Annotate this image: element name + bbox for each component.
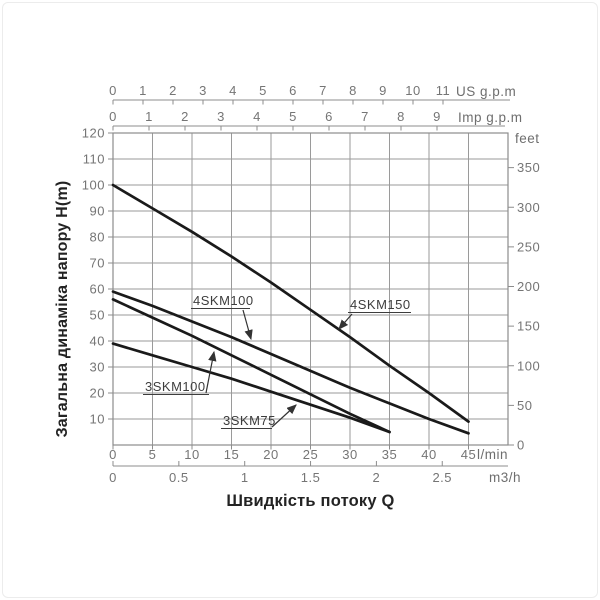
m3h-tick-label: 0 (109, 470, 117, 485)
lmin-tick-label: 30 (342, 447, 357, 462)
head-tick-label: 100 (82, 178, 105, 193)
curve-label-3SKM100: 3SKM100 (145, 379, 206, 394)
lmin-tick-label: 25 (303, 447, 318, 462)
feet-tick-label: 250 (517, 239, 540, 254)
us-gpm-tick-label: 4 (229, 83, 237, 98)
imp-gpm-unit-label: Imp g.p.m (458, 110, 523, 125)
m3h-tick-label: 2.5 (432, 470, 452, 485)
curve-3SKM75 (111, 342, 391, 434)
us-gpm-tick-label: 3 (199, 83, 207, 98)
leader-line-3SKM75 (271, 404, 297, 428)
m3h-tick-label: 2 (373, 470, 381, 485)
curve-label-4SKM100: 4SKM100 (193, 293, 254, 308)
head-tick-label: 90 (90, 204, 105, 219)
feet-tick-label: 200 (517, 279, 540, 294)
feet-tick-label: 100 (517, 358, 540, 373)
curve-3SKM100 (111, 298, 391, 434)
leader-line-4SKM150 (338, 313, 353, 330)
imp-gpm-tick-label: 8 (397, 109, 405, 124)
us-gpm-tick-label: 7 (319, 83, 327, 98)
lmin-tick-label: 45 (461, 447, 476, 462)
lmin-tick-label: 15 (224, 447, 239, 462)
feet-tick-label: 350 (517, 160, 540, 175)
us-gpm-tick-label: 10 (405, 83, 420, 98)
head-tick-label: 50 (90, 308, 105, 323)
curve-4SKM150 (111, 183, 470, 423)
x-axis-title: Швидкість потоку Q (226, 492, 395, 510)
imp-gpm-tick-label: 2 (181, 109, 189, 124)
lmin-tick-label: 0 (109, 447, 117, 462)
us-gpm-tick-label: 11 (436, 83, 451, 98)
head-tick-label: 60 (90, 282, 105, 297)
feet-tick-label: 0 (517, 438, 525, 453)
curve-label-3SKM75: 3SKM75 (223, 413, 276, 428)
leader-line-3SKM100 (205, 350, 217, 394)
m3h-tick-label: 1 (241, 470, 249, 485)
us-gpm-tick-label: 6 (289, 83, 297, 98)
lmin-tick-label: 35 (382, 447, 397, 462)
feet-tick-label: 300 (517, 200, 540, 215)
head-tick-label: 70 (90, 256, 105, 271)
us-gpm-unit-label: US g.p.m (456, 84, 516, 99)
lmin-tick-label: 10 (184, 447, 199, 462)
head-tick-label: 120 (82, 126, 105, 141)
head-tick-label: 110 (83, 152, 105, 167)
imp-gpm-tick-label: 3 (217, 109, 225, 124)
imp-gpm-tick-label: 9 (433, 109, 441, 124)
imp-gpm-tick-label: 7 (361, 109, 369, 124)
m3h-tick-label: 1.5 (301, 470, 321, 485)
feet-tick-label: 50 (517, 398, 532, 413)
curve-4SKM100 (111, 290, 470, 435)
imp-gpm-tick-label: 6 (325, 109, 333, 124)
leader-line-4SKM100 (242, 309, 253, 341)
lmin-unit-label: l/min (477, 447, 508, 462)
m3h-tick-label: 0.5 (169, 470, 189, 485)
m3h-unit-label: m3/h (489, 470, 521, 485)
imp-gpm-tick-label: 5 (289, 109, 297, 124)
head-tick-label: 20 (90, 386, 105, 401)
us-gpm-tick-label: 9 (379, 83, 387, 98)
feet-unit-label: feet (515, 131, 540, 146)
head-tick-label: 10 (90, 412, 105, 427)
lmin-tick-label: 5 (149, 447, 157, 462)
lmin-tick-label: 20 (263, 447, 278, 462)
imp-gpm-tick-label: 4 (253, 109, 261, 124)
feet-tick-label: 150 (517, 319, 540, 334)
imp-gpm-tick-label: 1 (145, 109, 153, 124)
lmin-tick-label: 40 (421, 447, 436, 462)
imp-gpm-tick-label: 0 (109, 109, 117, 124)
us-gpm-tick-label: 8 (349, 83, 357, 98)
us-gpm-tick-label: 1 (139, 83, 147, 98)
head-tick-label: 40 (90, 334, 105, 349)
us-gpm-tick-label: 5 (259, 83, 267, 98)
curve-label-4SKM150: 4SKM150 (350, 297, 411, 312)
head-tick-label: 80 (90, 230, 105, 245)
head-tick-label: 30 (90, 360, 105, 375)
us-gpm-tick-label: 2 (169, 83, 177, 98)
us-gpm-tick-label: 0 (109, 83, 117, 98)
